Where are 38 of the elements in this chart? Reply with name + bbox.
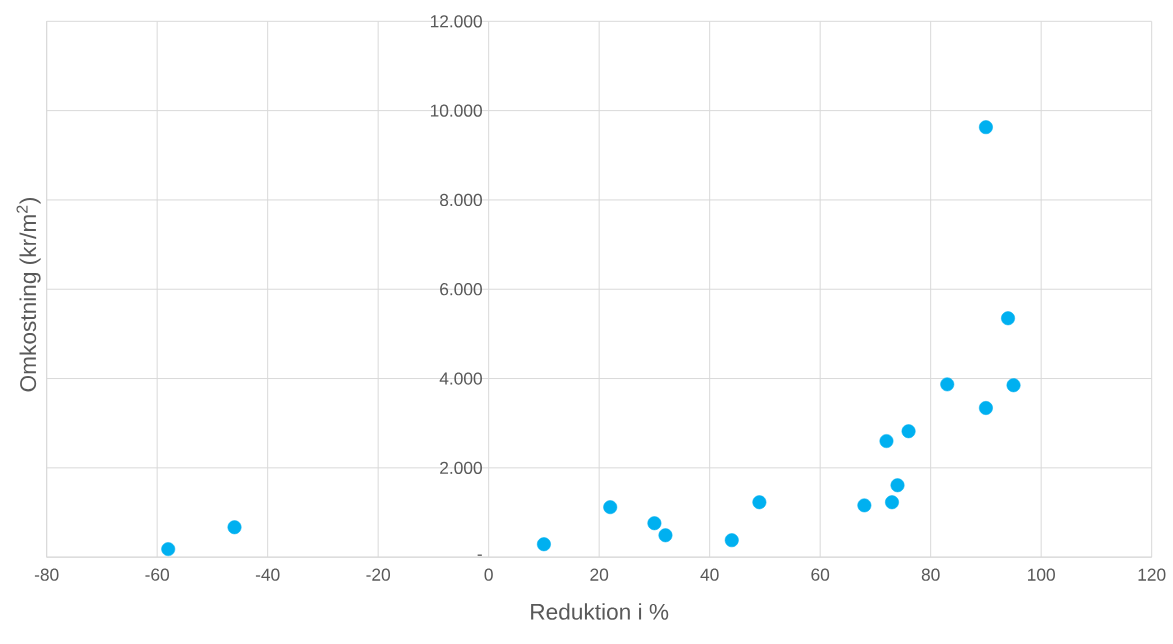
- point: [647, 516, 662, 531]
- point: [603, 500, 618, 515]
- x-tick-label: 100: [1028, 568, 1055, 581]
- y-tick-label: 2.000: [440, 461, 482, 475]
- x-tick-label: 40: [700, 568, 719, 581]
- x-tick-label: -60: [145, 568, 170, 581]
- point: [161, 542, 176, 557]
- x-tick-label: -20: [366, 568, 391, 581]
- point: [536, 537, 551, 552]
- x-tick-label: 60: [811, 568, 830, 581]
- y-tick-label: 12.000: [430, 15, 482, 28]
- y-axis-title: Omkostning (kr/m$^{2}$): [16, 198, 41, 392]
- y-tick-label: -: [477, 554, 482, 556]
- point: [940, 377, 955, 392]
- y-tick-label: 6.000: [440, 283, 482, 296]
- y-tick-label: 8.000: [440, 193, 482, 207]
- point: [857, 498, 872, 513]
- point: [978, 401, 993, 416]
- y-tick-label: 4.000: [439, 372, 482, 385]
- point: [1001, 311, 1015, 326]
- x-tick-label: 80: [921, 568, 940, 581]
- point: [901, 424, 916, 439]
- point: [724, 533, 739, 548]
- point: [227, 520, 242, 535]
- point: [1006, 378, 1021, 393]
- x-tick-label: -40: [255, 568, 280, 581]
- x-tick-label: 0: [484, 568, 493, 581]
- point: [752, 495, 767, 510]
- x-axis-title: Reduktion i %: [531, 603, 669, 620]
- x-tick-label: -80: [34, 568, 59, 581]
- x-tick-label: 120: [1138, 568, 1166, 581]
- point: [879, 434, 894, 449]
- point: [658, 528, 673, 543]
- x-tick-label: 20: [590, 568, 609, 581]
- point: [890, 478, 905, 493]
- point: [978, 120, 993, 135]
- point: [885, 495, 899, 510]
- y-tick-label: 10.000: [430, 104, 482, 117]
